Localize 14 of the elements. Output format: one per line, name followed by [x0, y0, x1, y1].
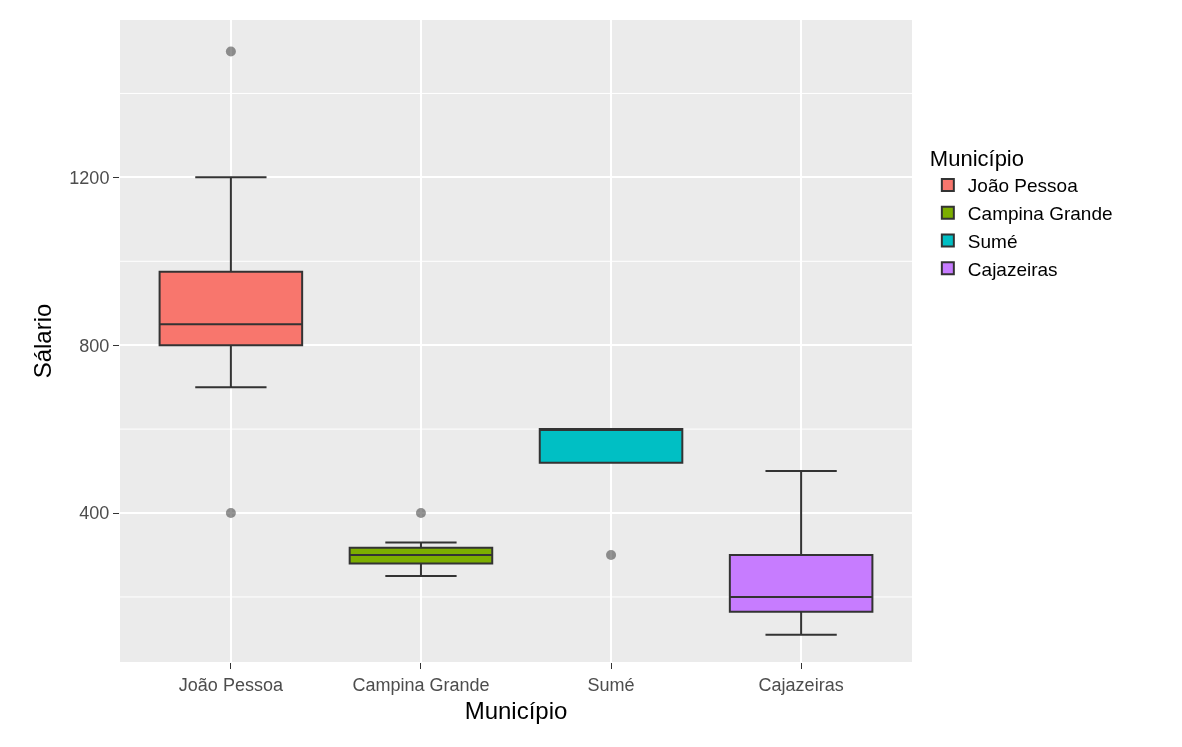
y-axis-title: Sálario [29, 303, 57, 379]
x-tick-label: Campina Grande [352, 674, 490, 695]
legend-label: Sumé [967, 230, 1018, 252]
x-axis-title: Município [464, 696, 568, 724]
legend-label: João Pessoa [967, 175, 1079, 197]
legend-label: Campina Grande [967, 203, 1113, 225]
legend-label: Cajazeiras [967, 258, 1058, 280]
x-tick-label: Sumé [587, 674, 635, 695]
y-tick-label: 400 [79, 503, 110, 524]
x-tick-label: João Pessoa [178, 674, 284, 695]
x-tick-label: Cajazeiras [758, 674, 844, 695]
y-tick-label: 800 [79, 335, 110, 356]
y-tick-label: 1200 [69, 167, 110, 188]
legend-title: Município [929, 146, 1024, 172]
